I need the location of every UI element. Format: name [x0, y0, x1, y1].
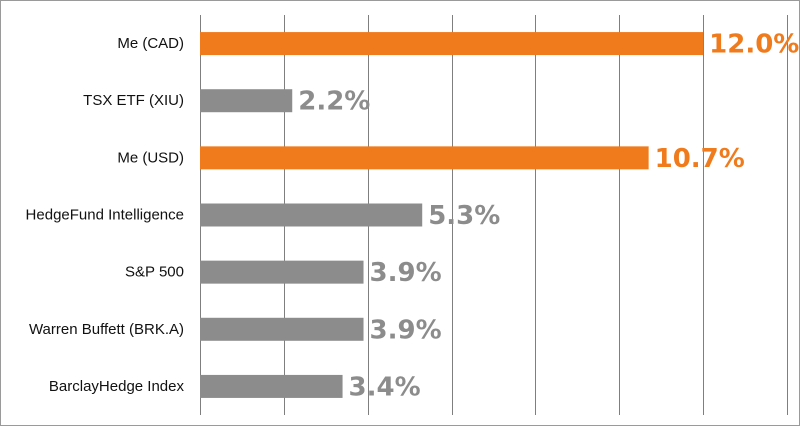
value-label: 3.4%	[349, 372, 421, 402]
bar	[200, 146, 649, 170]
value-labels: 12.0% 2.2% 10.7% 5.3% 3.9% 3.9% 3.4%	[298, 30, 799, 403]
bars	[200, 32, 704, 398]
category-label: S&P 500	[125, 264, 184, 281]
value-label: 12.0%	[709, 30, 799, 60]
category-label: Me (USD)	[117, 149, 184, 166]
category-label: Me (CAD)	[117, 35, 184, 52]
value-label: 5.3%	[428, 201, 500, 231]
category-label: HedgeFund Intelligence	[26, 207, 184, 224]
value-label: 3.9%	[370, 315, 442, 345]
value-label: 10.7%	[655, 144, 745, 174]
category-labels: Me (CAD) TSX ETF (XIU) Me (USD) HedgeFund I…	[26, 35, 185, 395]
bar	[200, 203, 423, 227]
bar	[200, 89, 293, 113]
value-label: 2.2%	[298, 87, 370, 117]
category-label: Warren Buffett (BRK.A)	[29, 321, 184, 338]
bar	[200, 317, 364, 341]
category-label: TSX ETF (XIU)	[83, 92, 184, 109]
bar	[200, 32, 704, 56]
category-label: BarclayHedge Index	[49, 378, 185, 395]
bar	[200, 374, 343, 398]
bar	[200, 260, 364, 284]
value-label: 3.9%	[370, 258, 442, 288]
